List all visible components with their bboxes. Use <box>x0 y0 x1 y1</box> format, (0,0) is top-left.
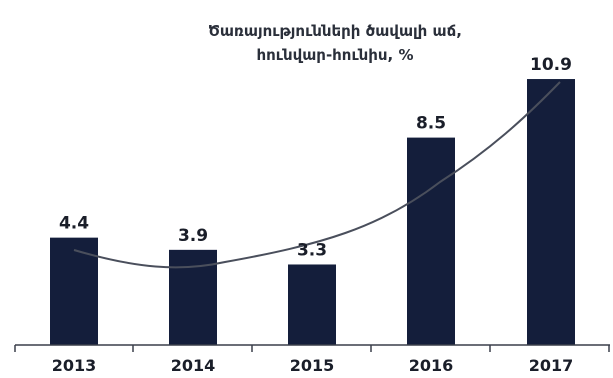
value-label-2017: 10.9 <box>530 55 572 75</box>
trend-line <box>73 81 561 269</box>
bar-2013 <box>50 237 98 345</box>
bars-group <box>50 79 575 345</box>
chart-title-line-1: Ծառայությունների ծավալի աճ, <box>208 22 462 40</box>
value-label-2014: 3.9 <box>178 226 208 246</box>
tick-label-2017: 2017 <box>529 356 574 375</box>
x-axis-tick-labels: 2013 2014 2015 2016 2017 <box>52 356 574 375</box>
value-label-2016: 8.5 <box>416 114 446 134</box>
value-label-2015: 3.3 <box>297 240 327 260</box>
bar-2016 <box>407 137 455 345</box>
tick-label-2015: 2015 <box>290 356 335 375</box>
tick-label-2013: 2013 <box>52 356 97 375</box>
tick-label-2016: 2016 <box>409 356 454 375</box>
x-axis-ticks <box>14 345 610 352</box>
bar-2015 <box>288 264 336 345</box>
tick-label-2014: 2014 <box>171 356 216 375</box>
bar-2017 <box>527 79 575 345</box>
value-label-2013: 4.4 <box>59 214 89 234</box>
value-labels-group: 4.4 3.9 3.3 8.5 10.9 <box>59 55 572 260</box>
chart-title-line-2: հունվար-հունիս, % <box>256 46 413 64</box>
